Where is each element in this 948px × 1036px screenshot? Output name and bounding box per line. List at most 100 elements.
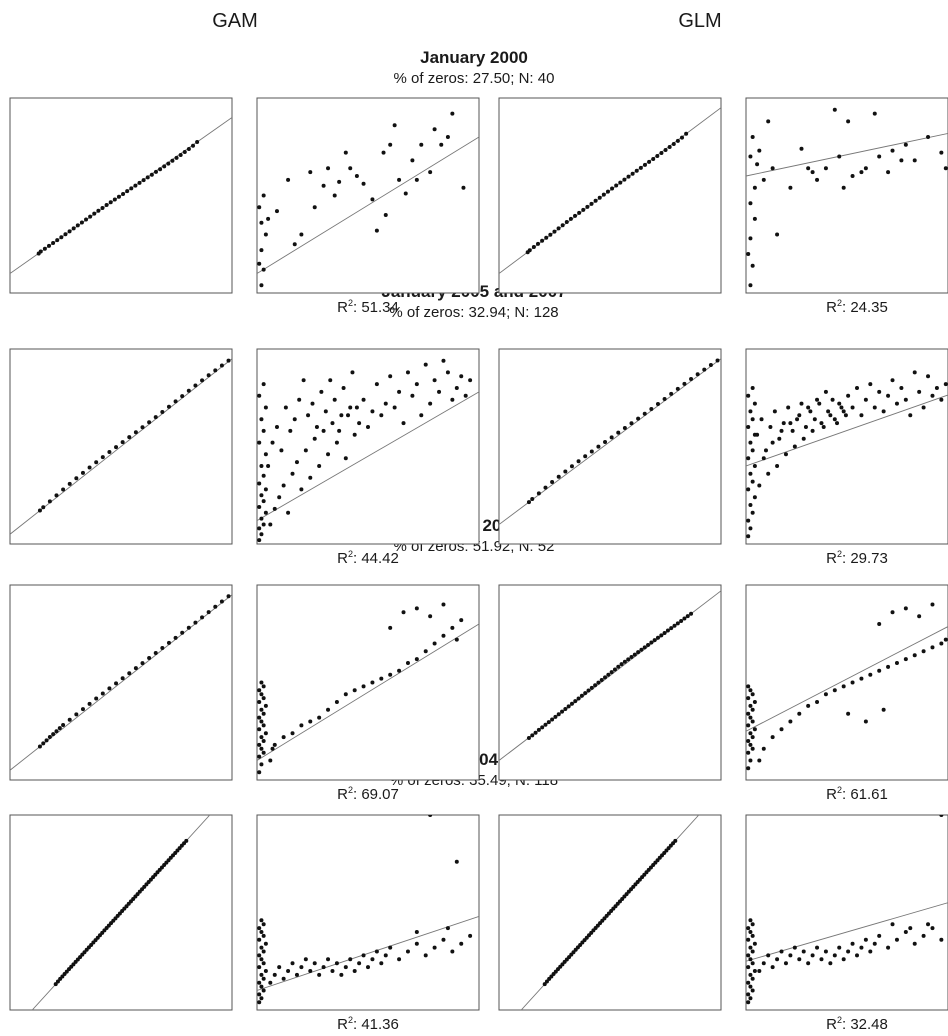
data-point: [808, 294, 812, 298]
data-point: [748, 471, 753, 476]
data-point: [263, 941, 268, 946]
data-point: [806, 405, 811, 410]
data-point: [257, 393, 262, 398]
data-point: [299, 965, 304, 970]
data-point: [819, 957, 824, 962]
data-point: [445, 135, 450, 139]
panel-glm-obs: [745, 97, 948, 294]
data-point: [939, 641, 944, 646]
data-point: [659, 151, 664, 156]
data-point: [343, 965, 348, 970]
data-point: [585, 204, 590, 209]
data-point: [213, 604, 218, 609]
data-point: [259, 996, 264, 1001]
data-point: [361, 181, 366, 186]
data-point: [281, 976, 286, 981]
data-point: [799, 146, 804, 151]
data-point: [770, 965, 775, 970]
data-point: [682, 616, 687, 621]
data-point: [943, 166, 948, 171]
data-point: [752, 495, 757, 500]
data-point: [259, 532, 264, 537]
data-point: [748, 236, 753, 241]
data-point: [742, 340, 746, 344]
data-point: [526, 500, 531, 505]
data-point: [912, 158, 917, 163]
data-point: [257, 1000, 262, 1005]
data-point: [261, 473, 266, 478]
data-point: [38, 249, 43, 254]
data-point: [388, 945, 393, 950]
data-point: [662, 630, 667, 635]
data-point: [330, 421, 335, 426]
data-point: [361, 684, 366, 689]
data-point: [180, 630, 185, 635]
panel-glm-obs: [745, 814, 948, 1011]
data-point: [642, 411, 647, 416]
data-point: [370, 409, 375, 414]
data-point: [112, 197, 117, 202]
data-point: [160, 410, 165, 415]
data-point: [339, 972, 344, 977]
data-point: [748, 957, 753, 962]
data-point: [729, 350, 733, 354]
data-point: [268, 522, 273, 527]
data-point: [370, 197, 375, 202]
data-point: [261, 723, 266, 728]
data-point: [669, 626, 674, 631]
data-point: [259, 719, 264, 724]
fit-line: [257, 623, 479, 761]
gam-r2-label: R2: 41.36: [308, 1015, 428, 1033]
data-point: [357, 961, 362, 966]
data-point: [257, 770, 262, 775]
data-point: [332, 193, 337, 198]
data-point: [414, 382, 419, 387]
data-point: [312, 961, 317, 966]
data-point: [859, 170, 864, 175]
data-point: [748, 715, 753, 720]
data-point: [263, 969, 268, 973]
glm-r2-label: R2: 29.73: [797, 549, 917, 567]
data-point: [695, 372, 700, 377]
data-point: [257, 700, 262, 704]
data-point: [766, 953, 771, 958]
data-point: [894, 937, 899, 942]
data-point: [803, 425, 808, 429]
data-point: [67, 717, 72, 722]
data-point: [846, 711, 851, 716]
data-point: [259, 692, 264, 697]
data-point: [926, 135, 931, 139]
fit-line: [746, 394, 948, 467]
data-point: [812, 417, 817, 422]
data-point: [589, 449, 594, 454]
data-point: [53, 982, 58, 987]
data-point: [855, 386, 859, 390]
data-point: [100, 455, 105, 460]
data-point: [930, 393, 935, 398]
data-point: [283, 405, 288, 410]
data-point: [573, 213, 578, 218]
data-point: [939, 397, 944, 402]
data-point: [746, 992, 751, 997]
data-point: [153, 415, 158, 420]
data-point: [257, 504, 262, 509]
data-point: [120, 676, 125, 681]
data-point: [568, 216, 573, 221]
data-point: [257, 526, 262, 531]
data-point: [663, 148, 668, 153]
data-point: [596, 680, 601, 685]
r2-symbol: R: [337, 786, 348, 803]
data-point: [87, 465, 92, 470]
data-point: [219, 363, 224, 368]
r2-superscript: 2: [347, 1015, 353, 1025]
data-point: [388, 672, 393, 677]
panel-gam-qq: [9, 348, 233, 545]
data-point: [257, 538, 262, 543]
data-point: [649, 640, 654, 645]
data-point: [815, 177, 820, 182]
data-point: [749, 336, 753, 340]
data-point: [332, 397, 337, 402]
data-point: [261, 739, 266, 743]
data-point: [441, 937, 446, 942]
data-point: [750, 988, 755, 993]
